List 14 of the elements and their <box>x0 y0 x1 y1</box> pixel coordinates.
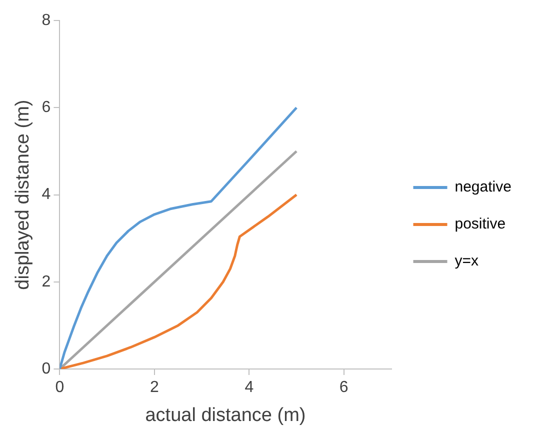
x-tick-label: 0 <box>55 379 64 396</box>
legend-label: negative <box>454 178 512 196</box>
y-tick-label: 0 <box>42 360 51 378</box>
x-axis-title: actual distance (m) <box>145 404 306 426</box>
y-axis-title: displayed distance (m) <box>12 100 34 290</box>
y-tick-label: 2 <box>42 273 51 290</box>
x-tick-label: 4 <box>244 379 254 396</box>
y-tick-label: 8 <box>42 12 51 30</box>
y-tick-label: 6 <box>42 99 51 116</box>
y-tick-label: 4 <box>42 186 51 204</box>
legend-label: y=x <box>454 252 480 270</box>
legend-label: positive <box>454 216 506 233</box>
x-tick-label: 6 <box>339 379 348 396</box>
x-tick-label: 2 <box>150 379 159 396</box>
